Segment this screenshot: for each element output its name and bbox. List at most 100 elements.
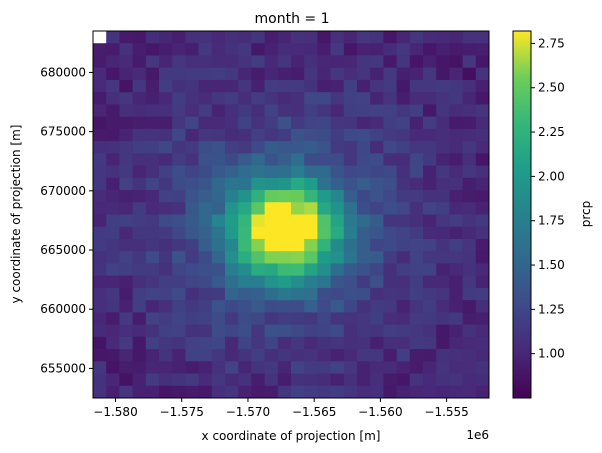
heatmap-cell: [383, 190, 397, 203]
heatmap-cell: [370, 202, 384, 215]
x-axis-label: x coordinate of projection [m]: [202, 429, 381, 443]
heatmap-cell: [330, 275, 345, 289]
heatmap-cell: [409, 300, 424, 313]
heatmap-cell: [185, 128, 199, 142]
heatmap-cell: [423, 79, 437, 93]
heatmap-cell: [436, 67, 450, 81]
heatmap-cell: [383, 79, 397, 93]
heatmap-cell: [436, 43, 450, 56]
heatmap-cell: [106, 79, 120, 93]
heatmap-cell: [330, 336, 345, 350]
heatmap-cell: [225, 251, 239, 264]
heatmap-cell: [198, 31, 213, 44]
heatmap-cell: [225, 79, 239, 93]
heatmap-cell: [370, 43, 384, 56]
heatmap-cell: [277, 67, 292, 81]
heatmap-cell: [357, 287, 371, 301]
heatmap-cell: [211, 287, 226, 301]
colorbar-tick-label: 1.50: [538, 258, 565, 272]
heatmap-cell: [185, 275, 199, 289]
heatmap-cell: [159, 55, 173, 69]
heatmap-cell: [383, 31, 397, 44]
heatmap-cell: [423, 275, 437, 289]
heatmap-cell: [159, 31, 173, 44]
heatmap-cell: [159, 67, 173, 81]
heatmap-cell: [145, 202, 160, 215]
heatmap-cell: [132, 92, 147, 105]
heatmap-cell: [291, 373, 305, 387]
heatmap-cell: [185, 385, 199, 399]
heatmap-cell: [211, 275, 226, 289]
heatmap-cell: [277, 190, 292, 203]
heatmap-cell: [145, 349, 160, 362]
heatmap-cell: [159, 128, 173, 142]
heatmap-cell: [198, 226, 213, 240]
heatmap-cell: [185, 55, 199, 69]
heatmap-cell: [159, 177, 173, 191]
heatmap-cell: [330, 116, 345, 130]
heatmap-cell: [119, 336, 133, 350]
heatmap-cell: [449, 349, 463, 362]
heatmap-cell: [383, 116, 397, 130]
heatmap-cell: [225, 287, 239, 301]
heatmap-cell: [317, 226, 331, 240]
heatmap-cell: [277, 275, 292, 289]
heatmap-cell: [304, 31, 318, 44]
chart-title: month = 1: [255, 11, 330, 27]
heatmap-cell: [423, 373, 437, 387]
heatmap-cell: [317, 153, 331, 166]
heatmap-cell: [238, 300, 252, 313]
heatmap-cell: [198, 300, 213, 313]
heatmap-cell: [277, 177, 292, 191]
heatmap-cell: [304, 214, 318, 228]
heatmap-cell: [93, 67, 107, 81]
heatmap-cell: [132, 300, 147, 313]
heatmap-cell: [264, 361, 279, 374]
heatmap-cell: [198, 177, 213, 191]
heatmap-cell: [132, 43, 147, 56]
heatmap-cell: [106, 361, 120, 374]
heatmap-cell: [251, 177, 265, 191]
heatmap-cell: [449, 324, 463, 338]
heatmap-cell: [264, 385, 279, 399]
heatmap-cell: [304, 128, 318, 142]
heatmap-cell: [462, 226, 477, 240]
heatmap-cell: [211, 79, 226, 93]
heatmap-cell: [357, 226, 371, 240]
heatmap-cell: [291, 116, 305, 130]
heatmap-cell: [172, 92, 186, 105]
heatmap-cell: [396, 287, 411, 301]
heatmap-cell: [475, 128, 490, 142]
heatmap-cell: [396, 165, 411, 179]
heatmap-cell: [383, 55, 397, 69]
heatmap-cell: [132, 67, 147, 81]
heatmap-cell: [159, 165, 173, 179]
heatmap-cell: [409, 349, 424, 362]
heatmap-cell: [449, 373, 463, 387]
heatmap-cell: [145, 287, 160, 301]
heatmap-cell: [396, 128, 411, 142]
heatmap-cell: [317, 238, 331, 252]
heatmap-cell: [475, 251, 490, 264]
heatmap-cell: [198, 238, 213, 252]
heatmap-cell: [357, 324, 371, 338]
heatmap-cell: [409, 165, 424, 179]
heatmap-cell: [462, 300, 477, 313]
heatmap-cell: [238, 214, 252, 228]
heatmap-cell: [238, 312, 252, 325]
heatmap-cell: [132, 385, 147, 399]
heatmap-cell: [304, 275, 318, 289]
heatmap-cell: [449, 43, 463, 56]
heatmap-cell: [225, 153, 239, 166]
heatmap-cell: [357, 104, 371, 118]
heatmap-cell: [119, 177, 133, 191]
colorbar-tick-label: 2.00: [538, 169, 565, 183]
heatmap-cell: [475, 116, 490, 130]
heatmap-cell: [436, 79, 450, 93]
heatmap-cell: [119, 385, 133, 399]
heatmap-cell: [357, 361, 371, 374]
heatmap-cell: [264, 202, 279, 215]
heatmap-cell: [423, 190, 437, 203]
heatmap-cell: [436, 373, 450, 387]
heatmap-cell: [304, 55, 318, 69]
